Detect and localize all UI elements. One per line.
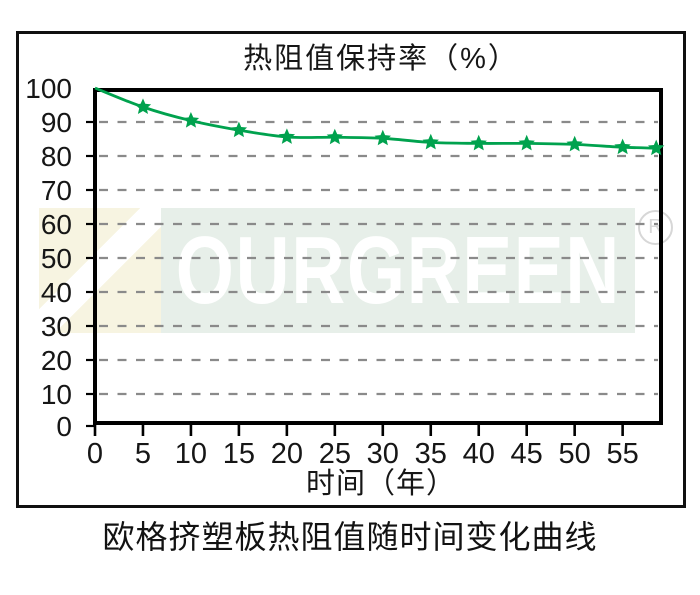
watermark-text: OURGREEN <box>175 217 621 324</box>
watermark-band: OURGREEN <box>161 208 635 333</box>
watermark-logo-slash <box>39 208 161 333</box>
watermark: OURGREEN <box>39 208 635 333</box>
registered-trademark-icon: R <box>638 210 673 245</box>
registered-trademark-letter: R <box>648 216 663 238</box>
chart-title: 热阻值保持率（%） <box>243 43 519 75</box>
figure-caption: 欧格挤塑板热阻值随时间变化曲线 <box>102 519 598 555</box>
x-axis-label: 时间（年） <box>305 468 456 500</box>
chart-frame: OURGREEN R 热阻值保持率（%） 时间（年） <box>16 31 686 508</box>
